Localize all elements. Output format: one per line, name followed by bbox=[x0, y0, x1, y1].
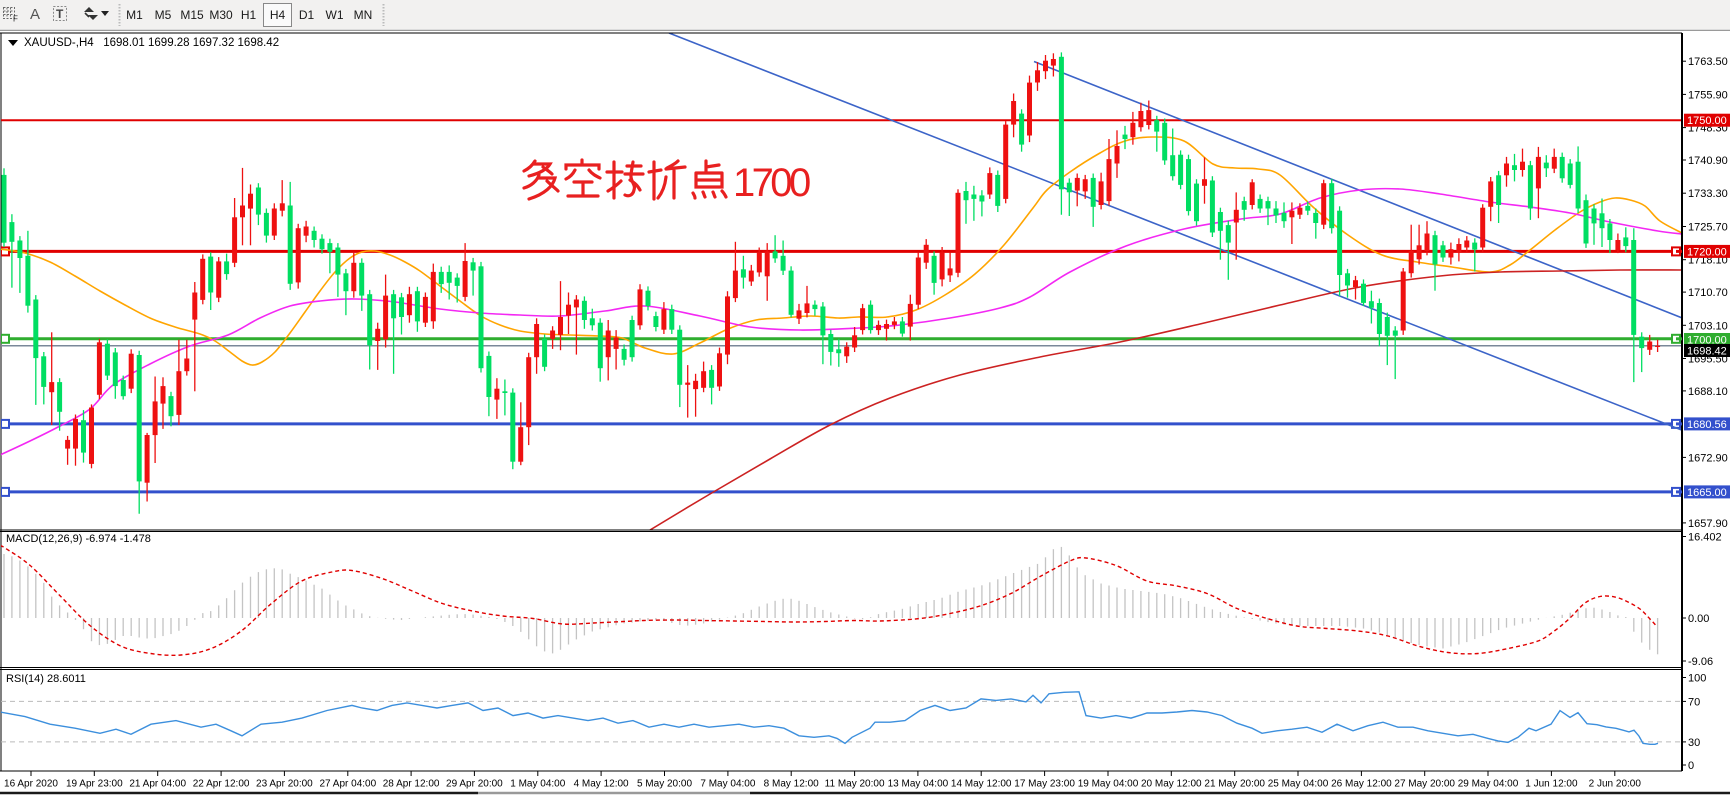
svg-text:14 May 12:00: 14 May 12:00 bbox=[951, 779, 1012, 790]
svg-text:MACD(12,26,9) -6.974 -1.478: MACD(12,26,9) -6.974 -1.478 bbox=[6, 533, 151, 545]
svg-text:1665.00: 1665.00 bbox=[1687, 487, 1727, 499]
svg-text:23 Apr 20:00: 23 Apr 20:00 bbox=[256, 779, 313, 790]
svg-text:1 May 04:00: 1 May 04:00 bbox=[510, 779, 565, 790]
svg-text:1755.90: 1755.90 bbox=[1688, 89, 1728, 101]
svg-text:1703.10: 1703.10 bbox=[1688, 320, 1728, 332]
svg-text:M5: M5 bbox=[155, 8, 172, 22]
svg-text:29 May 04:00: 29 May 04:00 bbox=[1458, 779, 1519, 790]
svg-text:22 Apr 12:00: 22 Apr 12:00 bbox=[193, 779, 250, 790]
svg-text:1725.70: 1725.70 bbox=[1688, 222, 1728, 234]
svg-text:29 Apr 20:00: 29 Apr 20:00 bbox=[446, 779, 503, 790]
svg-text:28 Apr 12:00: 28 Apr 12:00 bbox=[383, 779, 440, 790]
svg-text:H4: H4 bbox=[270, 8, 286, 22]
svg-text:4 May 12:00: 4 May 12:00 bbox=[574, 779, 629, 790]
svg-text:H1: H1 bbox=[241, 8, 257, 22]
svg-text:5 May 20:00: 5 May 20:00 bbox=[637, 779, 692, 790]
svg-text:1688.10: 1688.10 bbox=[1688, 386, 1728, 398]
svg-text:1700.00: 1700.00 bbox=[1687, 335, 1727, 347]
svg-text:1740.90: 1740.90 bbox=[1688, 155, 1728, 167]
svg-text:RSI(14) 28.6011: RSI(14) 28.6011 bbox=[6, 673, 86, 685]
svg-text:W1: W1 bbox=[326, 8, 344, 22]
svg-text:F: F bbox=[13, 15, 18, 24]
svg-text:1700: 1700 bbox=[733, 161, 810, 205]
svg-text:D1: D1 bbox=[299, 8, 315, 22]
svg-text:T: T bbox=[56, 7, 64, 21]
svg-text:M1: M1 bbox=[126, 8, 143, 22]
svg-text:100: 100 bbox=[1688, 673, 1706, 685]
svg-text:70: 70 bbox=[1688, 696, 1700, 708]
svg-text:19 May 04:00: 19 May 04:00 bbox=[1078, 779, 1139, 790]
svg-text:8 May 12:00: 8 May 12:00 bbox=[764, 779, 819, 790]
svg-text:XAUUSD-,H4 1698.01 1699.28 1: XAUUSD-,H4 1698.01 1699.28 1697.32 1698.… bbox=[24, 37, 279, 49]
svg-text:16.402: 16.402 bbox=[1688, 532, 1722, 544]
svg-text:11 May 20:00: 11 May 20:00 bbox=[825, 779, 885, 790]
svg-text:27 May 20:00: 27 May 20:00 bbox=[1394, 779, 1455, 790]
svg-text:1750.00: 1750.00 bbox=[1687, 115, 1727, 127]
svg-text:1763.50: 1763.50 bbox=[1688, 56, 1728, 68]
svg-text:26 May 12:00: 26 May 12:00 bbox=[1331, 779, 1392, 790]
svg-text:1 Jun 12:00: 1 Jun 12:00 bbox=[1525, 779, 1578, 790]
svg-text:1672.90: 1672.90 bbox=[1688, 452, 1728, 464]
svg-text:2 Jun 20:00: 2 Jun 20:00 bbox=[1589, 779, 1642, 790]
svg-text:MN: MN bbox=[354, 8, 373, 22]
svg-text:M30: M30 bbox=[209, 8, 233, 22]
svg-text:1733.30: 1733.30 bbox=[1688, 188, 1728, 200]
svg-text:25 May 04:00: 25 May 04:00 bbox=[1268, 779, 1329, 790]
svg-text:0: 0 bbox=[1688, 760, 1694, 772]
svg-text:1720.00: 1720.00 bbox=[1687, 246, 1727, 258]
svg-text:1698.42: 1698.42 bbox=[1687, 346, 1727, 358]
svg-text:17 May 23:00: 17 May 23:00 bbox=[1014, 779, 1075, 790]
svg-text:7 May 04:00: 7 May 04:00 bbox=[700, 779, 755, 790]
svg-text:20 May 12:00: 20 May 12:00 bbox=[1141, 779, 1202, 790]
svg-text:19 Apr 23:00: 19 Apr 23:00 bbox=[66, 779, 123, 790]
svg-text:0.00: 0.00 bbox=[1688, 613, 1709, 625]
svg-text:1710.70: 1710.70 bbox=[1688, 287, 1728, 299]
svg-text:16 Apr 2020: 16 Apr 2020 bbox=[4, 779, 58, 790]
svg-text:-9.06: -9.06 bbox=[1688, 656, 1713, 668]
svg-text:27 Apr 04:00: 27 Apr 04:00 bbox=[319, 779, 376, 790]
svg-text:1657.90: 1657.90 bbox=[1688, 518, 1728, 530]
svg-text:13 May 04:00: 13 May 04:00 bbox=[888, 779, 949, 790]
svg-text:A: A bbox=[30, 6, 40, 23]
svg-text:21 May 20:00: 21 May 20:00 bbox=[1204, 779, 1265, 790]
svg-text:1680.56: 1680.56 bbox=[1687, 419, 1727, 431]
svg-text:M15: M15 bbox=[180, 8, 204, 22]
svg-text:21 Apr 04:00: 21 Apr 04:00 bbox=[129, 779, 186, 790]
svg-text:30: 30 bbox=[1688, 737, 1700, 749]
